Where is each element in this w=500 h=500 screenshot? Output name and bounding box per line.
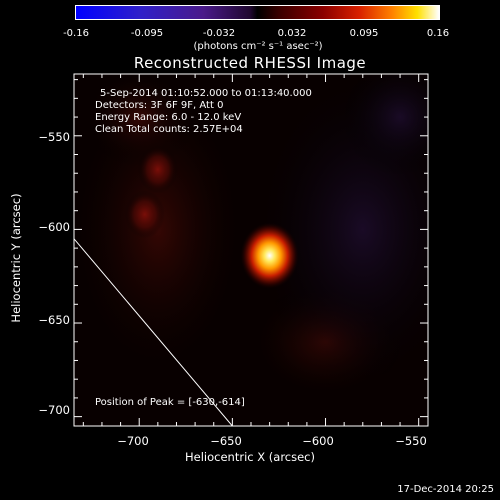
x-tick-label: −650 bbox=[210, 434, 242, 448]
detectors-text: Detectors: 3F 6F 9F, Att 0 bbox=[95, 100, 224, 111]
y-tick-label: −600 bbox=[38, 220, 70, 234]
chart-title: Reconstructed RHESSI Image bbox=[133, 54, 367, 72]
heatmap-image bbox=[74, 74, 428, 426]
y-tick-label: −650 bbox=[38, 313, 70, 327]
y-tick-label: −550 bbox=[38, 130, 70, 144]
time-range-text: 5-Sep-2014 01:10:52.000 to 01:13:40.000 bbox=[100, 88, 312, 99]
solar-limb-line bbox=[74, 238, 233, 426]
colorbar-tick: 0.032 bbox=[277, 28, 307, 39]
colorbar-tick: 0.095 bbox=[349, 28, 379, 39]
colorbar-tick: 0.16 bbox=[426, 28, 450, 39]
colorbar-unit: (photons cm⁻² s⁻¹ asec⁻²) bbox=[193, 41, 323, 52]
x-tick-label: −700 bbox=[117, 434, 149, 448]
y-tick-label: −700 bbox=[38, 403, 70, 417]
colorbar-tick: -0.095 bbox=[130, 28, 164, 39]
y-axis-label: Heliocentric Y (arcsec) bbox=[9, 193, 23, 323]
x-tick-label: −550 bbox=[395, 434, 427, 448]
secondary-source bbox=[137, 145, 178, 194]
peak-position-text: Position of Peak = [-630,-614] bbox=[95, 397, 245, 408]
background-haze bbox=[79, 74, 200, 168]
colorbar bbox=[75, 5, 440, 20]
colorbar-tick: -0.032 bbox=[202, 28, 236, 39]
energy-range-text: Energy Range: 6.0 - 12.0 keV bbox=[95, 112, 242, 123]
colorbar-tick: -0.16 bbox=[63, 28, 89, 39]
clean-counts-text: Clean Total counts: 2.57E+04 bbox=[95, 124, 243, 135]
background-haze bbox=[340, 74, 428, 178]
secondary-source bbox=[124, 190, 165, 239]
peak-source bbox=[239, 221, 300, 290]
timestamp-footer: 17-Dec-2014 20:25 bbox=[397, 484, 494, 495]
x-axis-label: Heliocentric X (arcsec) bbox=[185, 450, 315, 464]
x-tick-label: −600 bbox=[302, 434, 334, 448]
